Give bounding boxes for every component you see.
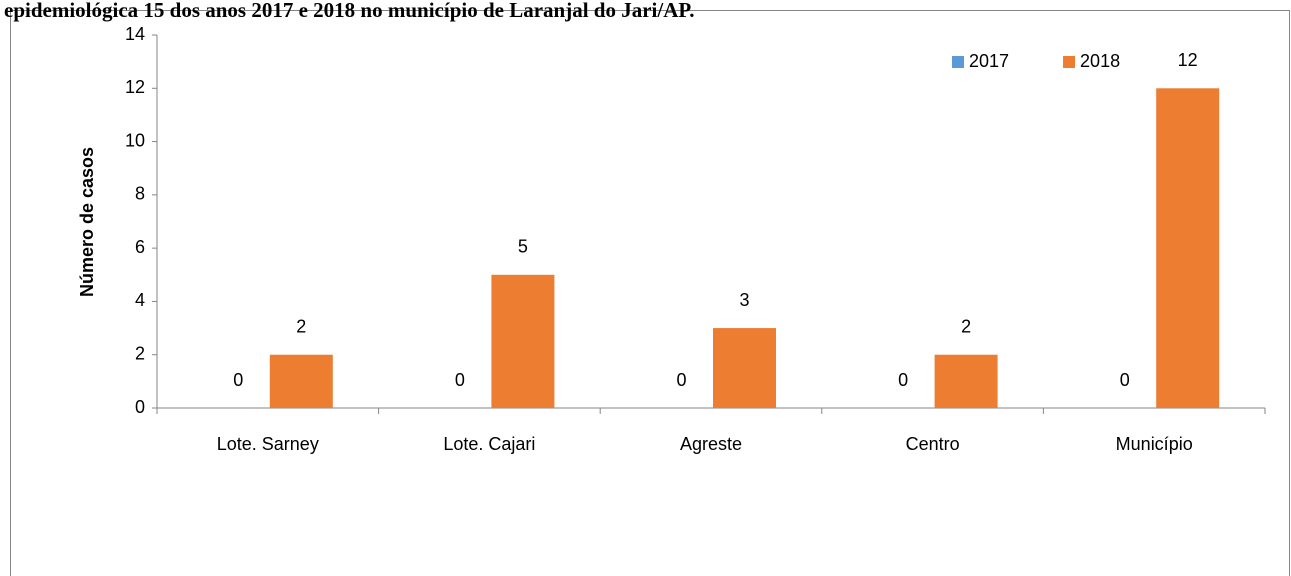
y-tick-label: 10	[125, 130, 145, 150]
y-tick-label: 12	[125, 77, 145, 97]
data-label: 5	[518, 237, 528, 257]
data-label: 0	[233, 370, 243, 390]
y-tick-label: 6	[135, 237, 145, 257]
x-tick-label: Lote. Cajari	[443, 434, 535, 454]
legend-label: 2018	[1080, 51, 1120, 71]
data-label: 12	[1178, 50, 1198, 70]
legend-swatch	[1063, 56, 1076, 68]
bar	[269, 354, 333, 408]
y-tick-label: 14	[125, 24, 145, 44]
x-tick-label: Centro	[906, 434, 960, 454]
y-axis-label: Número de casos	[77, 147, 97, 297]
bar	[491, 274, 555, 408]
data-label: 0	[898, 370, 908, 390]
y-tick-label: 4	[135, 290, 145, 310]
bar	[934, 354, 998, 408]
y-tick-label: 8	[135, 184, 145, 204]
data-label: 3	[739, 290, 749, 310]
bar	[713, 328, 776, 408]
chart-frame	[10, 10, 1290, 576]
bar	[1156, 88, 1220, 409]
legend-swatch	[952, 56, 964, 68]
data-label: 2	[961, 316, 971, 336]
x-tick-label: Lote. Sarney	[217, 434, 319, 454]
x-tick-label: Município	[1116, 434, 1193, 454]
y-tick-label: 0	[135, 397, 145, 417]
y-tick-label: 2	[135, 343, 145, 363]
data-label: 0	[455, 370, 465, 390]
legend-label: 2017	[969, 51, 1009, 71]
data-label: 0	[1120, 370, 1130, 390]
chart-title: epidemiológica 15 dos anos 2017 e 2018 n…	[4, 0, 695, 22]
data-label: 2	[296, 316, 306, 336]
data-label: 0	[676, 370, 686, 390]
x-tick-label: Agreste	[680, 434, 742, 454]
